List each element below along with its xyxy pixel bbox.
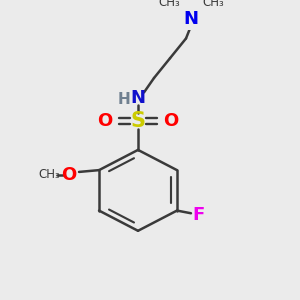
Text: CH₃: CH₃ <box>158 0 180 9</box>
Text: N: N <box>130 89 146 107</box>
Text: H: H <box>118 92 130 107</box>
Text: F: F <box>193 206 205 224</box>
Text: O: O <box>61 166 77 184</box>
Text: O: O <box>98 112 112 130</box>
Text: S: S <box>130 111 146 131</box>
Text: N: N <box>184 10 199 28</box>
Text: CH₃: CH₃ <box>202 0 224 9</box>
Text: O: O <box>164 112 178 130</box>
Text: CH₃: CH₃ <box>38 168 60 181</box>
